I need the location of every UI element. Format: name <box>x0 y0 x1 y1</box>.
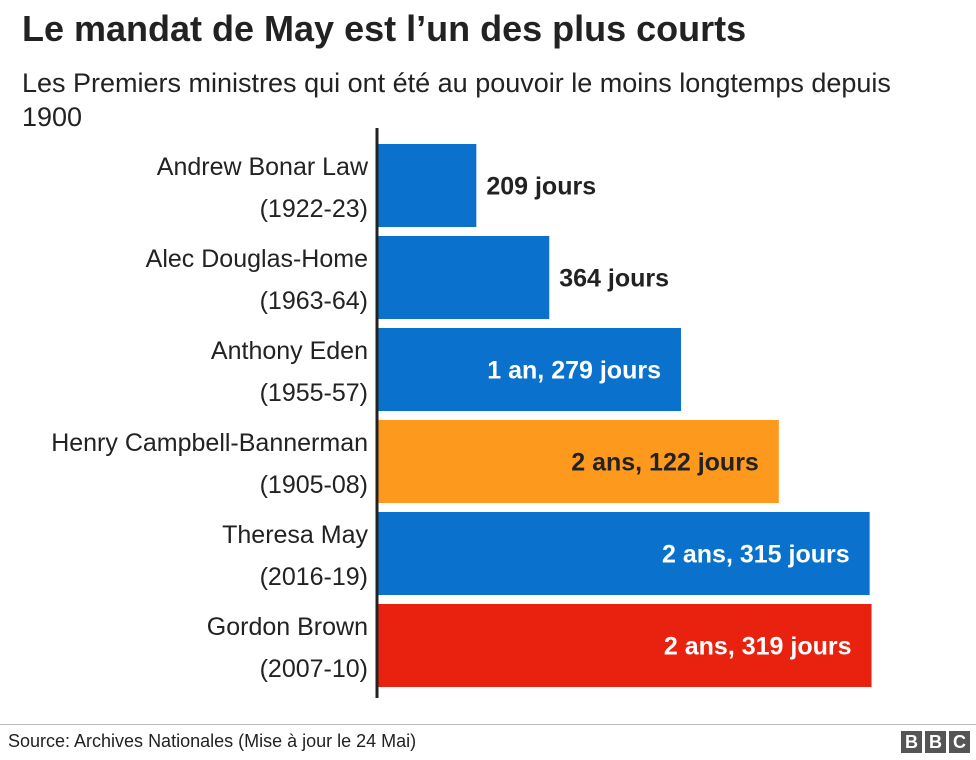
value-label-4: 2 ans, 122 jours <box>571 449 759 477</box>
category-years-4: (1905-08) <box>260 471 368 499</box>
category-years-6: (2007-10) <box>260 655 368 683</box>
bar-4 <box>378 420 779 503</box>
bbc-logo: B B C <box>901 731 970 753</box>
category-label-3: Anthony Eden <box>211 337 368 365</box>
value-label-1: 209 jours <box>486 173 596 201</box>
category-label-2: Alec Douglas-Home <box>146 245 368 273</box>
category-label-4: Henry Campbell-Bannerman <box>51 429 368 457</box>
bar-3 <box>378 328 681 411</box>
chart-subtitle: Les Premiers ministres qui ont été au po… <box>22 68 891 132</box>
bbc-logo-letter-1: B <box>901 731 922 753</box>
source-note: Source: Archives Nationales (Mise à jour… <box>8 731 417 751</box>
bar-2 <box>378 236 550 319</box>
value-label-6: 2 ans, 319 jours <box>664 633 852 661</box>
footer-divider <box>0 724 976 725</box>
category-label-5: Theresa May <box>222 521 368 549</box>
value-label-3: 1 an, 279 jours <box>487 357 661 385</box>
value-label-2: 364 jours <box>559 265 669 293</box>
bar-6 <box>378 604 872 687</box>
bar-1 <box>378 144 477 227</box>
category-years-2: (1963-64) <box>260 287 368 315</box>
category-years-3: (1955-57) <box>260 379 368 407</box>
bar-5 <box>378 512 870 595</box>
value-label-5: 2 ans, 315 jours <box>662 541 850 569</box>
category-label-6: Gordon Brown <box>207 613 368 641</box>
bbc-logo-letter-2: B <box>925 731 946 753</box>
category-years-1: (1922-23) <box>260 195 368 223</box>
category-label-1: Andrew Bonar Law <box>157 153 369 181</box>
bbc-logo-letter-3: C <box>949 731 970 753</box>
chart-title: Le mandat de May est l’un des plus court… <box>22 8 747 49</box>
category-years-5: (2016-19) <box>260 563 368 591</box>
